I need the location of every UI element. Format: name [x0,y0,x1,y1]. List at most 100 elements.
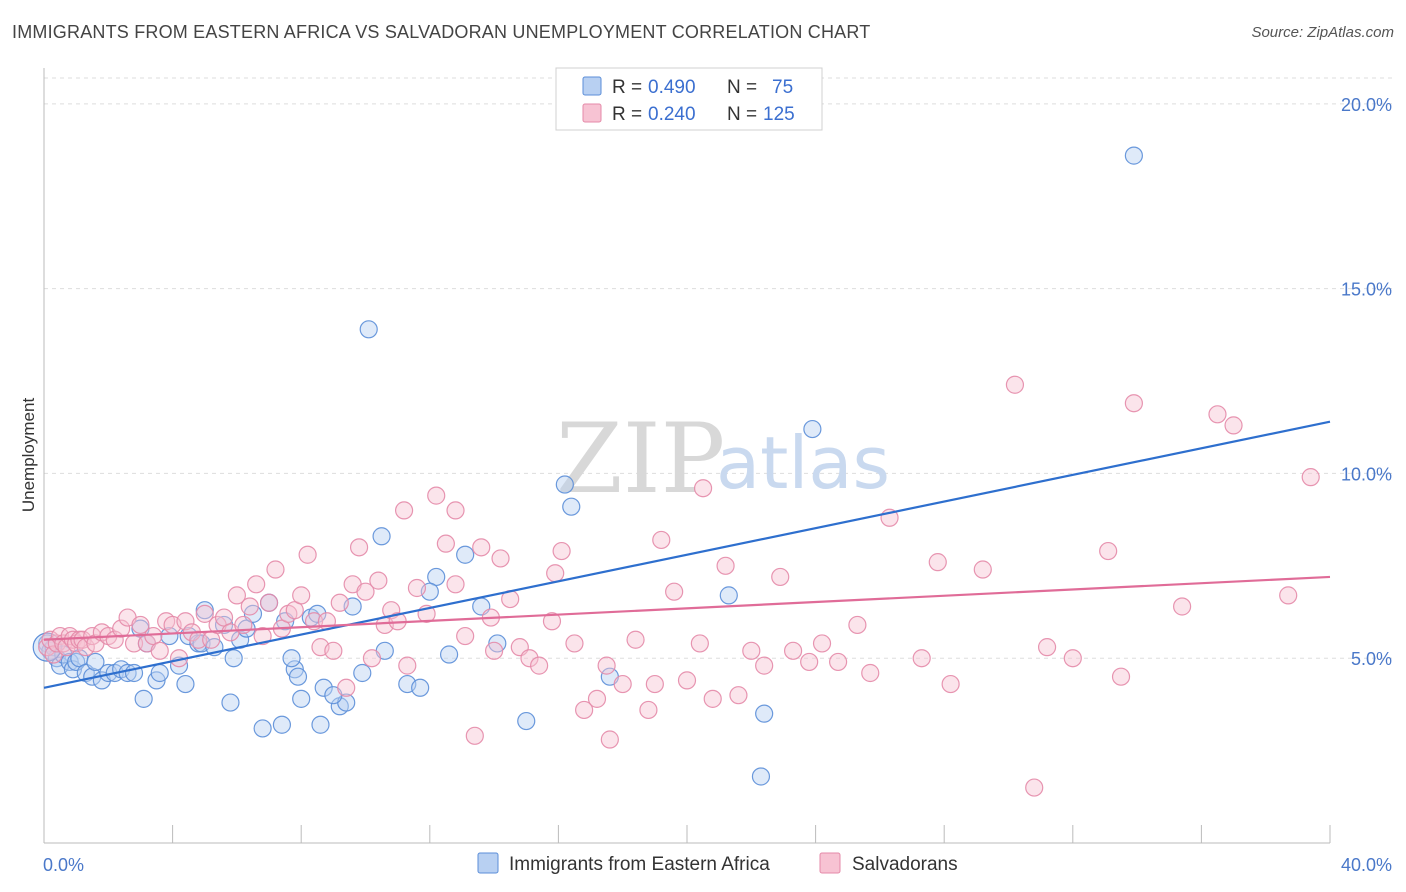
y-axis-label: Unemployment [19,398,38,513]
legend-r-value-1: 0.490 [648,77,696,98]
point-salvadorans-99 [848,615,867,635]
legend-n-label-2: N = [727,104,757,125]
point-eastern-africa-66 [803,419,822,439]
point-salvadorans-68 [456,626,475,646]
point-salvadorans-111 [1124,394,1143,413]
point-salvadorans-94 [755,656,774,675]
point-salvadorans-106 [1005,375,1025,394]
chart-title: IMMIGRANTS FROM EASTERN AFRICA VS SALVAD… [12,22,871,42]
point-salvadorans-46 [292,586,311,605]
point-salvadorans-115 [1279,586,1298,605]
point-salvadorans-95 [771,567,790,587]
point-salvadorans-40 [253,626,272,646]
point-salvadorans-63 [407,578,427,598]
point-eastern-africa-12 [86,652,105,672]
point-salvadorans-114 [1224,416,1243,435]
point-salvadorans-66 [436,534,455,553]
point-salvadorans-31 [195,604,214,623]
point-salvadorans-18 [112,619,131,638]
point-salvadorans-104 [941,674,960,694]
point-eastern-africa-59 [517,711,536,731]
grid-lines [44,77,1392,659]
point-salvadorans-96 [783,641,803,660]
point-eastern-africa-25 [176,674,195,694]
bottom-legend-label-salvadorans: Salvadorans [852,854,958,875]
point-salvadorans-65 [427,486,446,505]
point-salvadorans-113 [1208,405,1227,424]
point-salvadorans-84 [626,630,645,649]
point-eastern-africa-64 [751,767,771,786]
point-eastern-africa-72 [134,689,153,708]
legend-n-value-2: 125 [763,104,795,125]
legend-swatch-pink [582,103,602,123]
point-salvadorans-53 [337,678,356,697]
point-salvadorans-122 [645,674,664,694]
point-salvadorans-47 [298,545,317,564]
point-eastern-africa-43 [311,715,330,734]
point-salvadorans-80 [575,700,594,720]
legend-swatch-blue [582,76,602,96]
point-salvadorans-51 [324,641,343,660]
point-salvadorans-28 [176,612,195,631]
point-salvadorans-87 [665,582,684,601]
point-salvadorans-118 [446,501,465,520]
point-eastern-africa-60 [555,475,574,494]
point-salvadorans-86 [652,530,671,550]
chart-source: Source: ZipAtlas.com [1251,24,1394,41]
x-tick-label-0: 0.0% [43,855,84,875]
point-eastern-africa-74 [292,689,311,708]
point-salvadorans-42 [266,560,285,579]
series-salvadorans-points [38,375,1320,797]
watermark-zip: ZIP [556,403,725,515]
point-salvadorans-82 [600,730,619,749]
point-salvadorans-88 [677,671,697,690]
legend-r-label-2: R = [612,104,642,125]
point-salvadorans-98 [812,634,832,653]
point-eastern-africa-63 [719,586,738,605]
point-salvadorans-21 [131,615,150,635]
top-legend: R = 0.490 N = 75 R = 0.240 N = 125 [555,67,823,131]
point-eastern-africa-32 [224,649,243,668]
point-eastern-africa-55 [439,645,459,664]
point-eastern-africa-65 [755,704,774,723]
point-eastern-africa-48 [353,663,372,683]
point-salvadorans-55 [349,538,369,557]
point-eastern-africa-40 [288,667,308,686]
point-eastern-africa-31 [214,615,234,635]
point-salvadorans-124 [398,656,417,675]
point-salvadorans-125 [546,564,565,583]
point-eastern-africa-73 [253,719,272,738]
point-salvadorans-58 [369,571,388,590]
point-salvadorans-90 [703,689,722,708]
y-tick-label-3: 20.0% [1341,95,1392,115]
point-salvadorans-57 [362,649,382,668]
point-salvadorans-116 [1301,468,1320,487]
point-salvadorans-70 [472,538,491,557]
point-salvadorans-93 [742,641,761,660]
point-salvadorans-62 [394,501,414,520]
point-salvadorans-103 [928,553,947,572]
point-eastern-africa-56 [456,545,475,564]
point-salvadorans-38 [240,597,259,616]
axes [43,68,1331,844]
point-salvadorans-109 [1099,541,1118,561]
point-salvadorans-52 [330,593,349,612]
point-salvadorans-91 [716,556,735,575]
point-eastern-africa-37 [272,715,292,734]
point-salvadorans-67 [446,575,465,594]
point-eastern-africa-68 [282,649,301,668]
point-salvadorans-100 [861,663,880,683]
y-tick-label-2: 15.0% [1341,280,1392,300]
point-salvadorans-77 [542,612,562,631]
point-salvadorans-110 [1111,667,1131,686]
point-salvadorans-123 [485,641,504,660]
legend-n-label-1: N = [727,77,757,98]
point-eastern-africa-23 [160,626,179,646]
bottom-legend-swatch-pink [819,852,841,874]
point-salvadorans-92 [729,686,748,705]
point-salvadorans-36 [227,586,246,605]
point-eastern-africa-44 [314,678,333,697]
point-salvadorans-81 [587,689,607,708]
point-eastern-africa-49 [359,320,378,339]
point-salvadorans-121 [829,652,848,672]
